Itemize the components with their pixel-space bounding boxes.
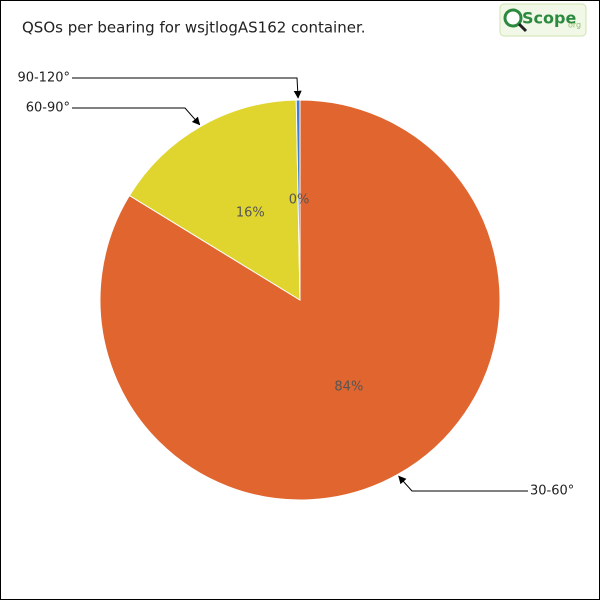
- logo-icon: [503, 8, 523, 28]
- chart-title: QSOs per bearing for wsjtlogAS162 contai…: [22, 19, 366, 37]
- category-label: 30-60°: [530, 484, 574, 499]
- value-label: 16%: [236, 206, 265, 221]
- logo-text: Scope: [522, 9, 576, 28]
- value-label: 84%: [334, 380, 363, 395]
- category-label: 90-120°: [17, 71, 70, 86]
- logo-suffix: org: [568, 21, 581, 30]
- value-label: 0%: [289, 193, 310, 208]
- category-label: 60-90°: [26, 101, 70, 116]
- pie-slice: [128, 99, 301, 301]
- pie-slice: [295, 99, 301, 301]
- logo-icon: [517, 22, 528, 33]
- callout-line: [398, 475, 528, 492]
- callout-line: [72, 107, 201, 126]
- callout-line: [72, 77, 302, 99]
- logo: Scope org: [499, 3, 587, 37]
